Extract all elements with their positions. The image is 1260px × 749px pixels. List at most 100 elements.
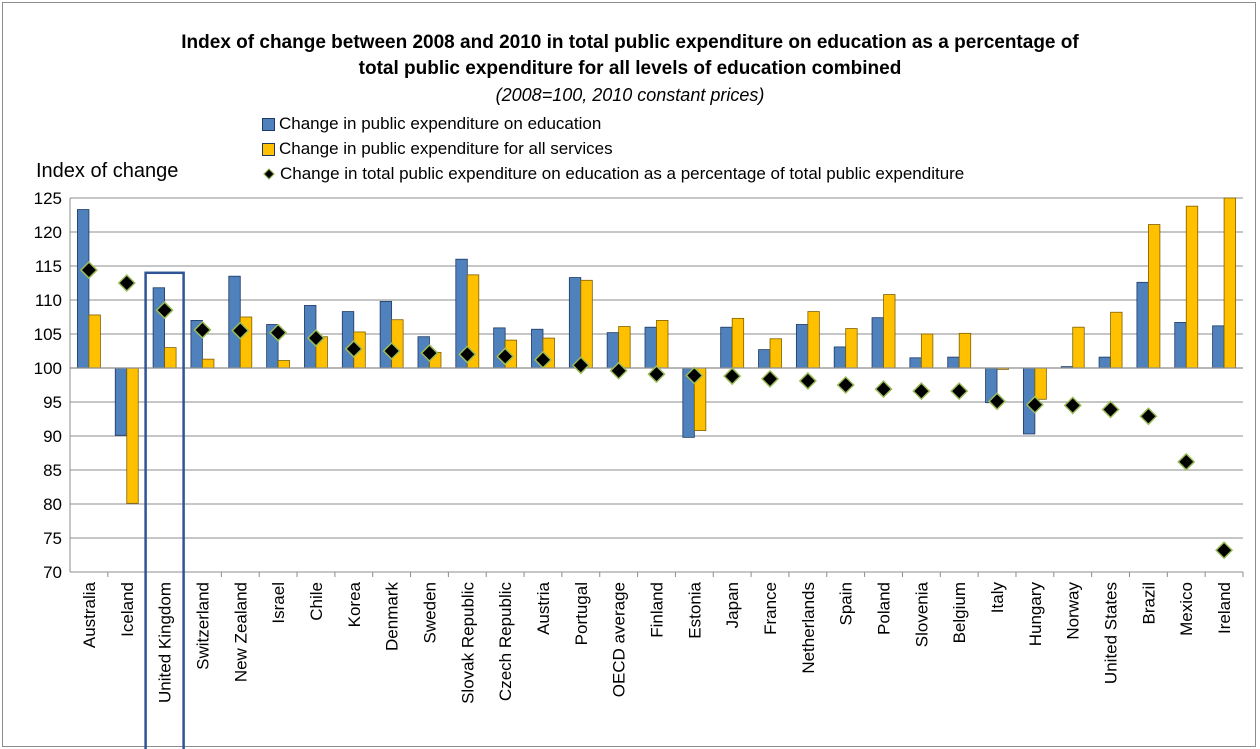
chart-title-line-2: total public expenditure for all levels … xyxy=(358,58,902,79)
bar-education xyxy=(152,287,165,369)
legend-label-percentage: Change in total public expenditure on ed… xyxy=(280,164,965,183)
bar-all-services xyxy=(731,317,745,369)
bar-education xyxy=(1212,325,1225,369)
x-tick-label: OECD average xyxy=(610,582,629,697)
bar-all-services xyxy=(958,332,972,369)
bar-all-services xyxy=(202,358,215,369)
bar-all-services xyxy=(164,347,177,369)
legend-item-percentage: Change in total public expenditure on ed… xyxy=(262,164,964,184)
marker-percentage xyxy=(1063,396,1082,415)
x-tick-label: United Kingdom xyxy=(156,582,175,703)
bar-education xyxy=(77,209,90,369)
x-tick-label: Slovak Republic xyxy=(458,582,477,704)
y-tick-label: 70 xyxy=(43,563,62,582)
marker-percentage xyxy=(685,366,704,385)
legend-label-all-services: Change in public expenditure for all ser… xyxy=(279,139,613,158)
x-tick-label: Belgium xyxy=(950,582,969,643)
bar-all-services xyxy=(845,328,858,369)
y-tick-label: 100 xyxy=(34,359,62,378)
marker-percentage xyxy=(609,361,628,380)
bar-all-services xyxy=(883,294,896,369)
marker-percentage xyxy=(571,356,590,375)
bar-education xyxy=(606,332,620,369)
x-tick-label: Italy xyxy=(988,582,1007,614)
bar-all-services xyxy=(1110,311,1123,369)
x-tick-label: Israel xyxy=(269,582,288,624)
marker-percentage xyxy=(950,382,969,401)
y-tick-label: 115 xyxy=(35,257,62,276)
marker-percentage xyxy=(344,339,363,359)
marker-percentage xyxy=(723,367,742,386)
x-tick-label: Japan xyxy=(723,582,742,628)
x-tick-label: Sweden xyxy=(420,582,439,643)
marker-percentage xyxy=(798,371,817,390)
marker-percentage xyxy=(79,261,98,280)
chart-title-line-1: Index of change between 2008 and 2010 in… xyxy=(181,32,1079,53)
x-tick-label: Finland xyxy=(648,582,667,638)
x-tick-label: Poland xyxy=(875,582,894,635)
x-tick-label: New Zealand xyxy=(231,582,250,682)
x-tick-label: Slovenia xyxy=(912,581,931,647)
x-tick-label: Spain xyxy=(837,582,856,625)
marker-percentage xyxy=(231,321,250,340)
bar-all-services xyxy=(277,360,291,369)
marker-percentage xyxy=(496,347,515,366)
bar-all-services xyxy=(88,314,101,369)
x-tick-label: Estonia xyxy=(685,581,704,638)
legend-item-education: Change in public expenditure on educatio… xyxy=(262,114,601,134)
legend-label-education: Change in public expenditure on educatio… xyxy=(279,114,602,133)
bar-all-services xyxy=(920,333,934,369)
y-tick-label: 125 xyxy=(34,189,62,208)
bar-education xyxy=(871,317,884,369)
y-tick-label: 90 xyxy=(43,427,62,446)
bar-all-services xyxy=(1072,326,1085,369)
marker-percentage xyxy=(269,323,288,342)
bar-all-services xyxy=(1034,367,1047,400)
bar-all-services xyxy=(1148,224,1161,369)
bar-education xyxy=(644,326,657,369)
marker-percentage xyxy=(874,380,893,399)
x-tick-label: Austria xyxy=(534,581,553,634)
x-tick-label: Switzerland xyxy=(193,582,212,670)
marker-percentage xyxy=(155,301,174,320)
x-tick-label: Ireland xyxy=(1215,582,1234,634)
bar-all-services xyxy=(1223,197,1236,369)
bar-all-services xyxy=(769,338,782,369)
bar-education xyxy=(1174,322,1187,369)
marker-percentage xyxy=(420,343,439,363)
legend-swatch-education xyxy=(262,117,275,131)
bar-all-services xyxy=(580,279,593,369)
y-tick-label: 105 xyxy=(34,325,62,344)
y-tick-label: 110 xyxy=(35,291,62,310)
bar-all-services xyxy=(807,311,820,369)
marker-percentage xyxy=(117,273,136,293)
x-tick-label: Norway xyxy=(1064,582,1083,640)
bar-education xyxy=(758,349,771,369)
marker-percentage xyxy=(382,341,401,361)
x-tick-label: France xyxy=(761,582,780,635)
x-tick-label: Netherlands xyxy=(799,582,818,674)
y-tick-label: 75 xyxy=(43,529,62,548)
marker-percentage xyxy=(306,329,326,348)
y-tick-label: 95 xyxy=(43,393,62,412)
bar-education xyxy=(341,311,355,369)
x-tick-label: United States xyxy=(1102,582,1121,684)
y-tick-label: 120 xyxy=(34,223,62,242)
y-tick-label: 80 xyxy=(43,495,62,514)
marker-percentage xyxy=(836,375,855,395)
x-tick-label: Mexico xyxy=(1177,582,1196,636)
bar-education xyxy=(833,346,847,369)
x-tick-label: Czech Republic xyxy=(496,582,515,702)
marker-percentage xyxy=(193,320,212,339)
x-tick-label: Iceland xyxy=(118,582,137,637)
x-tick-label: Hungary xyxy=(1026,582,1045,647)
marker-percentage xyxy=(912,382,931,401)
marker-percentage xyxy=(1025,395,1044,414)
marker-percentage xyxy=(1177,452,1196,471)
x-tick-label: Portugal xyxy=(572,582,591,645)
x-tick-label: Chile xyxy=(307,582,326,621)
bar-education xyxy=(795,324,809,369)
marker-percentage xyxy=(1101,400,1120,419)
